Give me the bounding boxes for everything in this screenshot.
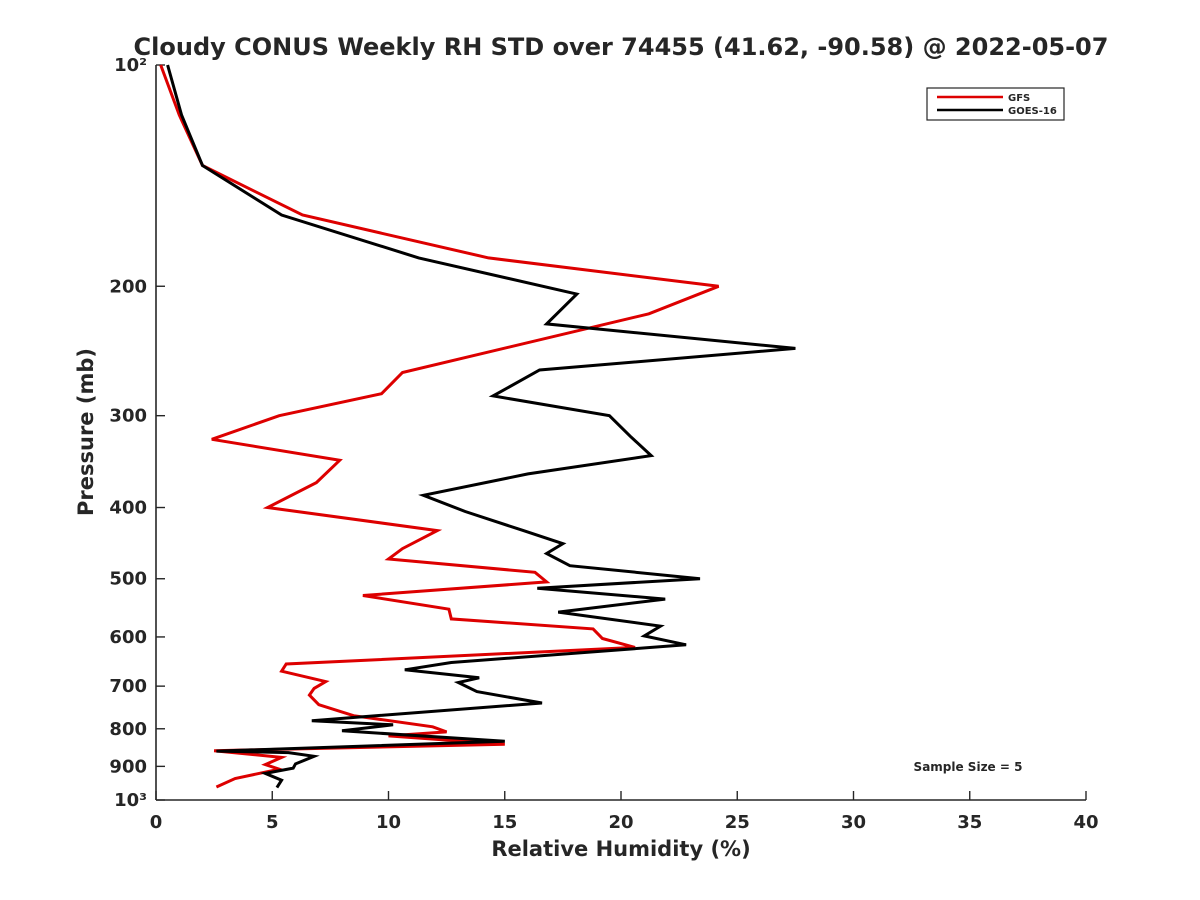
x-tick-label: 5 [266, 812, 279, 833]
series-line-goes16 [166, 64, 796, 789]
y-tick-label: 10³ [114, 790, 147, 811]
y-tick-label: 400 [109, 498, 147, 519]
y-tick-label: 800 [109, 719, 147, 740]
series-line-gfs [159, 64, 720, 789]
plot-area [155, 65, 1086, 801]
x-tick-label: 35 [957, 812, 982, 833]
series-layer [159, 64, 796, 789]
y-tick-label: 300 [109, 406, 147, 427]
x-tick-label: 0 [150, 812, 163, 833]
y-axis-label: Pressure (mb) [74, 348, 98, 516]
x-tick-label: 40 [1073, 812, 1098, 833]
sample-size-annotation: Sample Size = 5 [914, 760, 1023, 774]
legend: GFS GOES-16 [926, 87, 1065, 121]
y-tick-label: 10² [114, 55, 147, 76]
legend-box [926, 87, 1065, 121]
y-tick-label: 200 [109, 276, 147, 297]
x-tick-label: 20 [608, 812, 633, 833]
chart-title-text: Cloudy CONUS Weekly RH STD over 74455 (4… [134, 33, 1109, 61]
x-tick-label: 15 [492, 812, 517, 833]
x-axis-ticks: 0 5 10 15 20 25 30 35 40 [150, 791, 1099, 833]
y-tick-label: 900 [109, 756, 147, 777]
y-tick-label: 500 [109, 569, 147, 590]
y-axis-ticks: 10² 200 300 400 500 600 700 800 900 10³ [109, 55, 165, 811]
x-tick-label: 10 [376, 812, 401, 833]
legend-label-gfs: GFS [1008, 93, 1030, 104]
legend-label-goes16: GOES-16 [1008, 106, 1057, 117]
y-tick-label: 600 [109, 627, 147, 648]
y-tick-label: 700 [109, 676, 147, 697]
chart-title: Cloudy CONUS Weekly RH STD over 74455 (4… [134, 33, 1109, 61]
x-tick-label: 30 [841, 812, 866, 833]
x-axis-label: Relative Humidity (%) [491, 837, 750, 861]
x-tick-label: 25 [725, 812, 750, 833]
